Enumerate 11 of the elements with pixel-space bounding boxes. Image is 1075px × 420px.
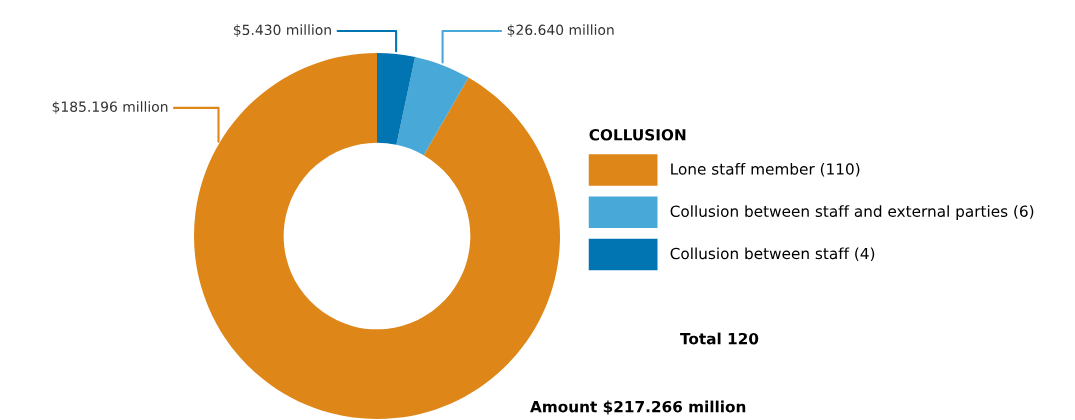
text: $5.430 million bbox=[233, 24, 331, 37]
legend-label: Collusion between staff and external parties (6) bbox=[670, 205, 1034, 220]
legend-label: Lone staff member (110) bbox=[671, 162, 860, 177]
legend-label: Collusion between staff (4) bbox=[670, 247, 875, 262]
legend-title: COLLUSION bbox=[589, 129, 686, 141]
text: Amount $217.266 million bbox=[530, 400, 746, 415]
text: $26.640 million bbox=[507, 24, 614, 37]
text: Total 120 bbox=[680, 332, 759, 345]
text: $185.196 million bbox=[52, 101, 168, 114]
donut-slice bbox=[377, 53, 416, 145]
donut-slice bbox=[396, 57, 469, 156]
